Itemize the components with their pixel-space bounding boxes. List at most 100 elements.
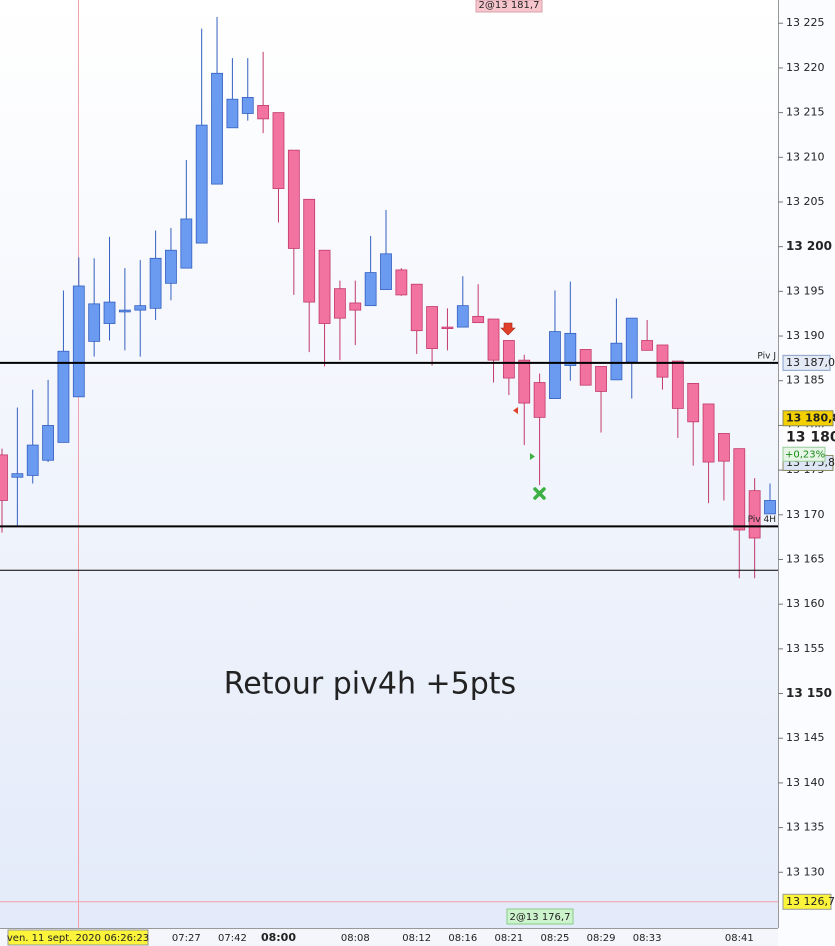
y-tick-label: 13 195 [786,284,825,297]
candle-body [149,257,162,309]
y-tick-label: 13 135 [786,821,825,834]
candle-body [641,340,654,351]
candle-body [579,349,592,386]
quote-box [783,427,835,446]
buy-order-tag [506,908,574,925]
candle-body [748,490,761,539]
plot-background [0,0,778,928]
y-tick-label: 13 210 [786,150,825,163]
marks [0,0,778,928]
candle-body [702,403,715,463]
y-tick-label: 13 170 [786,508,825,521]
quote-change-box [782,446,826,462]
y-tick-label: 13 165 [786,552,825,565]
x-tick-label: 08:12 [402,933,431,944]
x-tick-label: 08:08 [341,933,370,944]
crosshair-time-label: ven. 11 sept. 2020 06:26:23 [7,933,149,944]
candle-body [88,303,101,342]
pivot-tag-label: 13 187,0 [786,356,835,369]
candle-body [610,342,623,381]
candle-body [456,305,469,328]
x-tick-label: 08:41 [725,933,754,944]
x-tick-label: 08:21 [494,933,523,944]
candle-body [502,340,515,379]
candle-body [211,72,223,185]
candle-body [564,332,577,366]
candle-body [549,331,561,399]
y-tick-label: 13 220 [786,61,825,74]
y-tick-label: 13 225 [786,16,825,29]
y-tick-label: 13 145 [786,731,825,744]
candle-body [380,253,392,290]
y-tick-label: 13 150 [786,686,832,700]
y-tick-label: 13 205 [786,195,825,208]
candle-body [395,269,408,296]
candle-body [257,105,270,120]
candle-body [165,249,177,284]
candle-body [272,112,285,189]
candle-body [241,97,254,114]
candle-body [11,473,24,478]
candle-body [287,149,300,249]
sell-order-label: 2@13 181,7 [479,0,540,11]
x-tick-label: 08:16 [448,933,477,944]
candle-body [671,360,684,409]
y-tick-label: 13 160 [786,597,825,610]
candle-body [764,500,776,515]
candle-body [625,317,638,363]
x-tick-label: 08:00 [261,931,296,944]
quote-price: 13 180, [786,429,835,445]
candle-body [426,306,438,349]
x-tick-label: 08:29 [587,933,616,944]
crosshair-price-label: 13 126,7 [786,895,835,908]
candle-body [134,305,147,311]
x-tick-label: 07:27 [172,933,201,944]
crosshair-time-tag [7,929,149,946]
candle-body [595,366,607,392]
y-tick-label: 13 190 [786,329,825,342]
candle-body [334,288,346,319]
price-axis-background [778,0,835,946]
price-tag [782,410,834,427]
time-axis-background [0,928,778,946]
entry-marker [530,453,535,460]
candle-body [72,285,85,398]
y-tick-label: 13 200 [786,239,832,253]
annotation: Retour piv4h +5pts [224,667,516,702]
x-tick-label: 08:25 [541,933,570,944]
candle-body [441,326,454,330]
candle-body [103,301,116,324]
pivot-tag [782,354,831,371]
candle-body [733,448,746,531]
candle-body [718,433,730,462]
candle-body [410,283,423,332]
y-tick-label: 13 140 [786,776,825,789]
candle-body [472,315,485,324]
candle-body [57,350,70,443]
candle-body [226,98,239,129]
x-tick-label: 07:42 [218,933,247,944]
y-tick-label: 13 215 [786,106,825,119]
buy-order-label: 2@13 176,7 [510,912,571,923]
candle-body [303,198,316,303]
candle-body [42,425,54,461]
candle-body [364,272,377,307]
pivot-label: Piv 4H [748,515,776,525]
crosshair-price-tag [782,893,832,910]
candle-body [518,359,531,404]
pivot-label: Piv J [757,351,776,361]
candle-body [118,309,131,313]
candle-body [26,444,39,476]
y-tick-label: 13 155 [786,642,825,655]
candle-body [687,383,700,423]
candle-body [656,344,669,378]
candle-body [318,249,331,324]
exit-marker [513,407,518,414]
candle-body [487,318,500,361]
fill-marker [533,487,546,500]
y-tick-label: 13 130 [786,865,825,878]
candle-body [195,124,208,244]
candle-body [0,454,8,501]
